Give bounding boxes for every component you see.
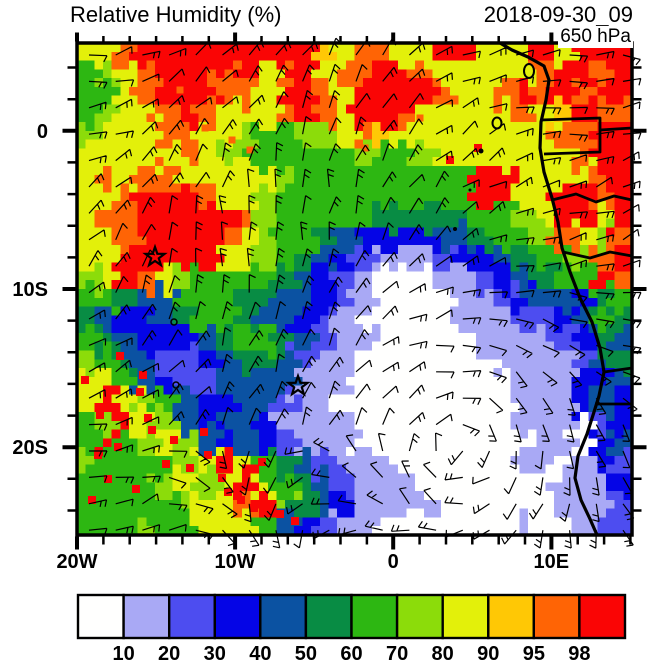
plot-frame xyxy=(75,41,634,537)
y-tick-label: 10S xyxy=(12,279,48,301)
star-marker xyxy=(142,243,168,268)
pressure-level-label: 650 hPa xyxy=(558,26,633,48)
wind-barbs xyxy=(88,37,642,549)
colorbar-label: 90 xyxy=(477,643,499,665)
colorbar-cell xyxy=(76,593,125,640)
wind-barb-glyphs xyxy=(88,37,642,549)
colorbar-cell xyxy=(167,593,216,640)
colorbar-label: 98 xyxy=(568,643,590,665)
major-ticks xyxy=(62,32,647,550)
colorbar-label: 20 xyxy=(158,643,180,665)
colorbar-label: 40 xyxy=(249,643,271,665)
colorbar-cell xyxy=(578,593,627,640)
y-tick-label: 0 xyxy=(37,121,48,143)
y-tick-label: 20S xyxy=(12,437,48,459)
colorbar-label: 30 xyxy=(204,643,226,665)
datetime-label: 2018-09-30_09 xyxy=(483,2,633,27)
colorbar-label: 80 xyxy=(432,643,454,665)
colorbar-cell xyxy=(487,593,536,640)
colorbar-label: 10 xyxy=(112,643,134,665)
colorbar-label: 60 xyxy=(340,643,362,665)
colorbar-label: 50 xyxy=(295,643,317,665)
country-border xyxy=(562,250,633,260)
country-border xyxy=(599,126,633,132)
colorbar-label: 95 xyxy=(523,643,545,665)
colorbar-cell xyxy=(122,593,171,640)
country-border xyxy=(540,116,602,156)
island-dot xyxy=(453,227,457,231)
colorbar-cell xyxy=(395,593,444,640)
page-title: Relative Humidity (%) xyxy=(70,2,282,27)
x-tick-label: 0 xyxy=(388,551,399,573)
colorbar-cell xyxy=(213,593,262,640)
island-outline xyxy=(491,116,503,130)
colorbar: 10 20 30 40 50 60 70 80 90 95 98 xyxy=(76,593,627,665)
x-tick-label: 20W xyxy=(56,551,97,573)
island-dot xyxy=(468,188,472,192)
colorbar-cell xyxy=(304,593,353,640)
calm-wind-circle xyxy=(172,381,180,389)
coastline xyxy=(499,41,606,536)
colorbar-cell xyxy=(532,593,581,640)
island-outline xyxy=(523,63,535,79)
geography xyxy=(170,41,633,536)
x-tick-label: 10E xyxy=(534,551,570,573)
star-markers xyxy=(142,243,311,397)
x-tick-label: 10W xyxy=(215,551,256,573)
country-border xyxy=(551,192,633,204)
colorbar-cell xyxy=(441,593,490,640)
colorbar-cell xyxy=(259,593,308,640)
country-border xyxy=(603,366,633,374)
colorbar-label: 70 xyxy=(386,643,408,665)
humidity-field xyxy=(77,43,632,535)
star-marker xyxy=(285,372,311,397)
island-dot xyxy=(478,148,484,154)
colorbar-cell xyxy=(350,593,399,640)
calm-wind-circle xyxy=(170,318,178,326)
